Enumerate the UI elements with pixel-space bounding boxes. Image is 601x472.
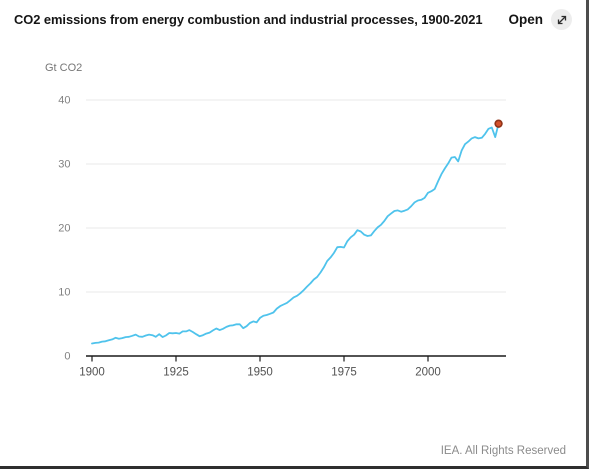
y-axis-unit-label: Gt CO2 [45,62,83,74]
x-tick-label: 1925 [163,367,189,379]
emissions-line [91,122,500,345]
x-tick-label: 1950 [247,367,273,379]
chart-title: CO2 emissions from energy combustion and… [14,12,483,27]
open-button[interactable]: Open [508,9,572,30]
y-tick-label: 30 [58,159,70,171]
latest-value-marker [494,119,503,128]
x-tick-label: 1975 [331,367,357,379]
expand-diagonal-arrow-icon [551,9,572,30]
x-tick-label: 1900 [79,367,105,379]
y-tick-label: 0 [64,351,70,363]
y-tick-label: 40 [58,95,70,107]
x-tick-label: 2000 [415,367,441,379]
emissions-line-chart[interactable]: 0 10 20 30 40 1900 1925 1950 1975 2000 [0,0,586,466]
header: CO2 emissions from energy combustion and… [14,9,572,30]
y-tick-label: 10 [58,287,70,299]
y-tick-label: 20 [58,223,70,235]
open-button-label: Open [508,12,543,27]
copyright-text: IEA. All Rights Reserved [440,445,566,457]
chart-widget: CO2 emissions from energy combustion and… [0,0,589,469]
